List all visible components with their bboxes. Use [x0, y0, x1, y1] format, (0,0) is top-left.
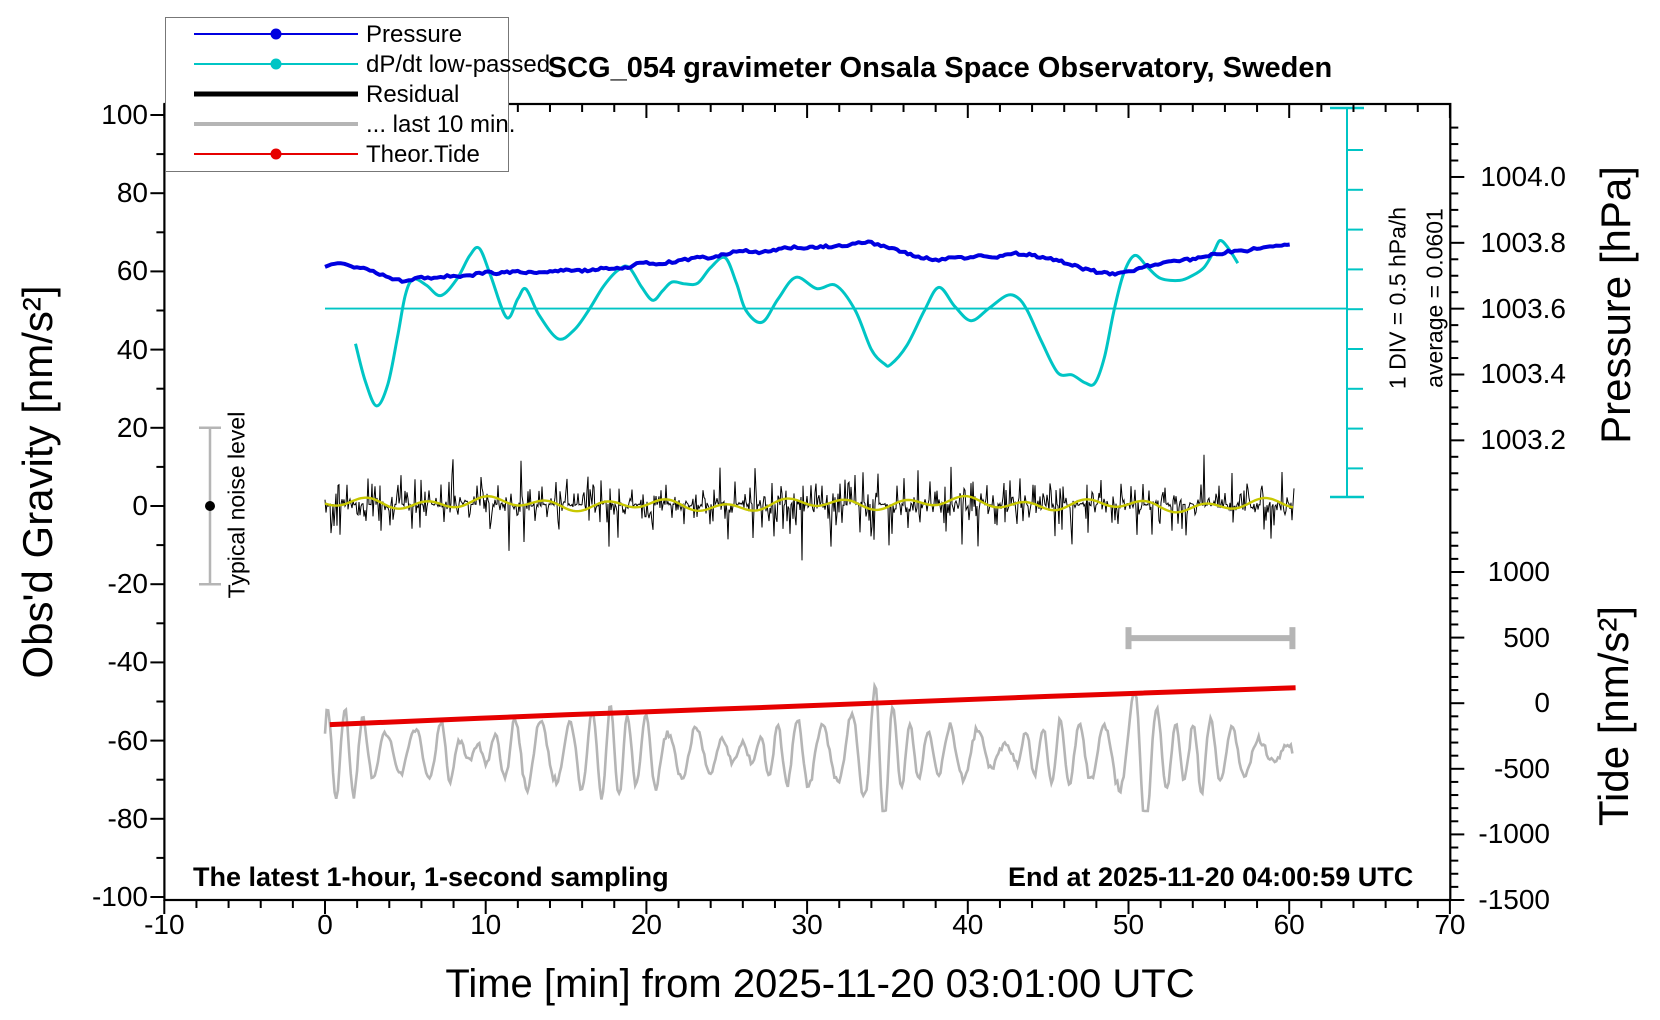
residual-series	[324, 454, 1295, 561]
noise-errorbar-dot	[205, 501, 215, 511]
x-tick-label: -10	[144, 909, 185, 940]
legend: Pressure dP/dt low-passed Residual ... last…	[165, 17, 550, 172]
legend-sample-line	[194, 28, 358, 40]
legend-label: ... last 10 min.	[366, 111, 516, 138]
legend-sample-line	[194, 91, 358, 97]
legend-sample-line	[194, 148, 358, 160]
legend-label: Pressure	[366, 21, 463, 48]
tide-tick-label: -500	[1493, 752, 1550, 784]
x-tick-label: 30	[791, 909, 823, 940]
pressure-tick-label: 1003.6	[1480, 292, 1566, 324]
gravity-tick-label: -100	[91, 881, 148, 912]
gravity-tick-label: -20	[107, 568, 148, 600]
gravity-tick-label: 40	[116, 333, 148, 365]
residual-smooth-series	[324, 494, 1294, 514]
pressure-tick-label: 1003.8	[1480, 226, 1566, 258]
x-tick-label: 0	[317, 909, 333, 940]
average-annotation: average = 0.0601	[1421, 208, 1448, 388]
legend-sample-line	[194, 58, 358, 70]
gravity-tick-label: 20	[116, 411, 148, 443]
dpdt-series	[354, 238, 1240, 408]
theor-tide-series	[329, 685, 1296, 728]
noise-level-annotation: Typical noise level	[223, 411, 250, 599]
pressure-series	[324, 239, 1291, 284]
legend-entry-4: Theor.Tide	[166, 140, 508, 168]
legend-entry-3: ... last 10 min.	[166, 110, 515, 138]
pressure-tick-label: 1003.2	[1480, 423, 1566, 455]
tide-tick-label: -1000	[1478, 818, 1550, 850]
gravity-tick-label: 100	[101, 99, 148, 130]
legend-label: dP/dt low-passed	[366, 51, 551, 78]
legend-entry-0: Pressure	[166, 20, 508, 48]
page-title: SCG_054 gravimeter Onsala Space Observat…	[547, 52, 1333, 84]
end-time-note: End at 2025-11-20 04:00:59 UTC	[1008, 862, 1414, 892]
gravity-tick-label: -80	[107, 802, 148, 834]
gravity-tick-label: 0	[132, 490, 148, 521]
legend-entry-1: dP/dt low-passed	[166, 50, 550, 78]
gravity-tick-label: 60	[116, 255, 148, 287]
x-axis-label: Time [min] from 2025-11-20 03:01:00 UTC	[445, 962, 1195, 1006]
gravity-axis-label: Obs'd Gravity [nm/s²]	[14, 285, 61, 679]
pressure-axis-label: Pressure [hPa]	[1592, 166, 1639, 444]
legend-label: Residual	[366, 81, 460, 108]
x-tick-label: 50	[1112, 909, 1145, 940]
sampling-note: The latest 1-hour, 1-second sampling	[193, 862, 669, 892]
gravity-tick-label: -60	[107, 724, 148, 756]
tide-tick-label: -1500	[1478, 884, 1550, 915]
x-tick-label: 10	[470, 909, 502, 940]
x-tick-label: 70	[1434, 909, 1466, 940]
x-tick-label: 20	[630, 909, 662, 940]
pressure-tick-label: 1003.4	[1480, 358, 1566, 390]
tide-axis-label: Tide [nm/s²]	[1590, 605, 1637, 827]
gravity-tick-label: -40	[107, 646, 148, 678]
legend-label: Theor.Tide	[366, 141, 480, 168]
div-scale-annotation: 1 DIV = 0.5 hPa/h	[1384, 206, 1411, 390]
x-tick-label: 60	[1273, 909, 1305, 940]
gravity-tick-label: 80	[116, 177, 148, 209]
last10min-series	[323, 681, 1294, 813]
legend-entry-2: Residual	[166, 80, 508, 108]
tide-tick-label: 0	[1534, 687, 1550, 719]
x-tick-label: 40	[952, 909, 984, 940]
legend-sample-line	[194, 122, 358, 126]
pressure-tick-label: 1004.0	[1480, 161, 1566, 193]
tide-tick-label: 500	[1503, 621, 1550, 653]
tide-tick-label: 1000	[1487, 556, 1550, 587]
